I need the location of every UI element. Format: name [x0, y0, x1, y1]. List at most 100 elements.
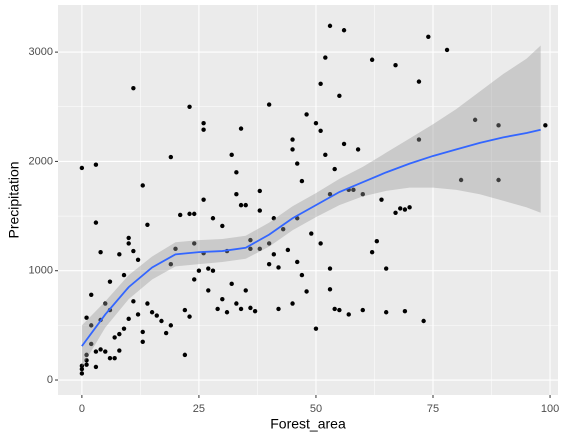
point [327, 266, 333, 271]
point [210, 268, 216, 273]
point [154, 313, 159, 318]
point [393, 210, 398, 215]
point [341, 28, 347, 33]
point [337, 307, 342, 313]
point [107, 355, 113, 361]
point [187, 104, 192, 109]
x-tick-label: 100 [541, 403, 559, 415]
point [407, 205, 412, 210]
point [187, 314, 192, 319]
point [290, 147, 295, 152]
point [182, 307, 188, 313]
point [318, 241, 323, 246]
point [266, 102, 272, 107]
point [243, 202, 248, 208]
point [220, 296, 225, 302]
point [323, 152, 328, 158]
point [121, 272, 127, 278]
point [131, 248, 136, 254]
x-axis-title: Forest_area [270, 416, 346, 432]
point [84, 315, 89, 320]
point [543, 123, 548, 128]
point [135, 257, 141, 262]
point [220, 223, 225, 229]
point [112, 355, 117, 361]
point [98, 347, 103, 352]
point [248, 246, 253, 252]
panel [58, 5, 558, 395]
point [285, 247, 291, 253]
point [126, 316, 131, 322]
point [496, 123, 501, 128]
point [117, 331, 122, 337]
point [201, 127, 206, 132]
point [229, 281, 234, 287]
point [89, 292, 94, 297]
point [117, 348, 122, 353]
point [93, 162, 99, 167]
point [131, 85, 136, 91]
point [393, 63, 398, 68]
point [369, 57, 375, 62]
point [346, 312, 351, 317]
point [224, 310, 230, 315]
point [126, 241, 131, 246]
point [402, 207, 408, 212]
point [304, 289, 309, 294]
point [140, 339, 145, 344]
point [276, 265, 281, 270]
point [351, 187, 356, 193]
point [299, 178, 305, 184]
point [304, 112, 309, 117]
point [89, 341, 94, 347]
point [238, 126, 244, 131]
point [248, 305, 253, 311]
point [206, 266, 211, 271]
point [79, 363, 85, 369]
point [149, 310, 155, 315]
point [201, 197, 206, 202]
point [79, 371, 85, 376]
point [398, 206, 403, 211]
point [355, 147, 361, 152]
x-tick-label: 0 [79, 403, 85, 415]
point [79, 165, 85, 171]
point [472, 117, 478, 123]
x-tick-label: 75 [427, 403, 439, 415]
point [374, 239, 380, 244]
point [126, 235, 131, 241]
point [234, 192, 239, 197]
point [163, 330, 169, 336]
point [416, 137, 422, 142]
point [84, 352, 89, 358]
point [416, 79, 422, 84]
y-tick-label: 2000 [29, 155, 53, 167]
point [98, 249, 103, 255]
point [159, 318, 164, 324]
point [168, 323, 174, 328]
point [271, 252, 277, 257]
point [234, 301, 239, 306]
smooth-line [81, 128, 541, 347]
point [177, 212, 183, 218]
point [238, 202, 244, 208]
point [426, 34, 431, 40]
point [192, 277, 197, 282]
point [299, 272, 305, 278]
point [295, 161, 300, 166]
point [84, 362, 89, 367]
point [248, 237, 253, 243]
point [234, 170, 239, 175]
point [112, 335, 117, 340]
point [215, 306, 220, 312]
point [379, 197, 384, 202]
point [206, 288, 211, 293]
point [229, 152, 234, 158]
point [337, 93, 342, 99]
y-tick-label: 3000 [29, 46, 53, 58]
point [327, 192, 333, 197]
point [196, 268, 202, 273]
point [290, 301, 295, 306]
point [327, 23, 333, 29]
